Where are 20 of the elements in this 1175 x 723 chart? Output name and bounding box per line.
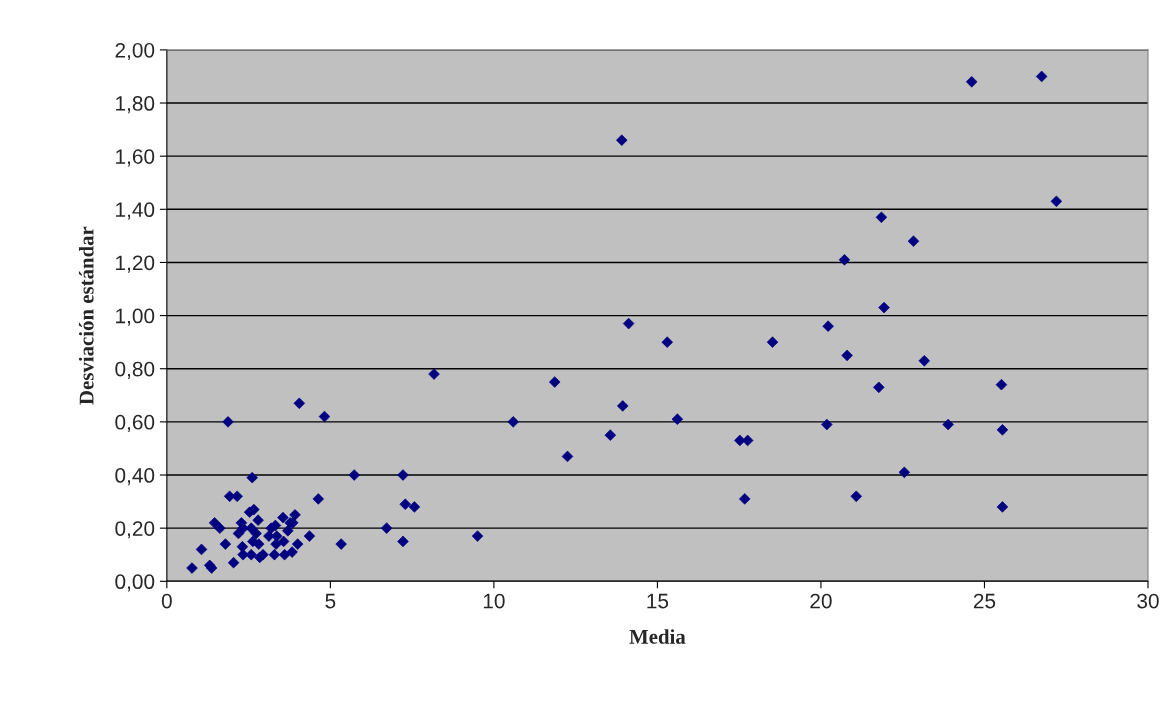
x-tick-label: 20	[810, 593, 832, 609]
y-tick-label: 1,00	[116, 308, 155, 326]
y-tick-label: 1,60	[116, 149, 155, 167]
y-axis-title: Desviación estándar	[78, 226, 94, 405]
y-tick-label: 0,60	[115, 414, 155, 433]
y-tick-label: 1,20	[116, 255, 155, 273]
x-tick-label: 0	[161, 593, 172, 609]
y-tick-label: 1,40	[116, 202, 155, 220]
x-tick-label: 30	[1137, 593, 1159, 609]
x-tick-label: 15	[647, 593, 669, 609]
y-tick-label: 0,40	[115, 468, 155, 486]
y-tick-label: 2,00	[115, 42, 155, 61]
x-tick-label: 25	[973, 593, 996, 609]
y-tick-label: 0,20	[115, 521, 155, 539]
y-tick-label: 0,00	[115, 574, 155, 592]
x-tick-label: 10	[483, 593, 505, 609]
x-tick-label: 5	[325, 593, 336, 609]
x-axis-title: Media	[629, 629, 686, 644]
y-tick-label: 0,80	[115, 361, 155, 379]
y-tick-label: 1,80	[116, 96, 155, 114]
